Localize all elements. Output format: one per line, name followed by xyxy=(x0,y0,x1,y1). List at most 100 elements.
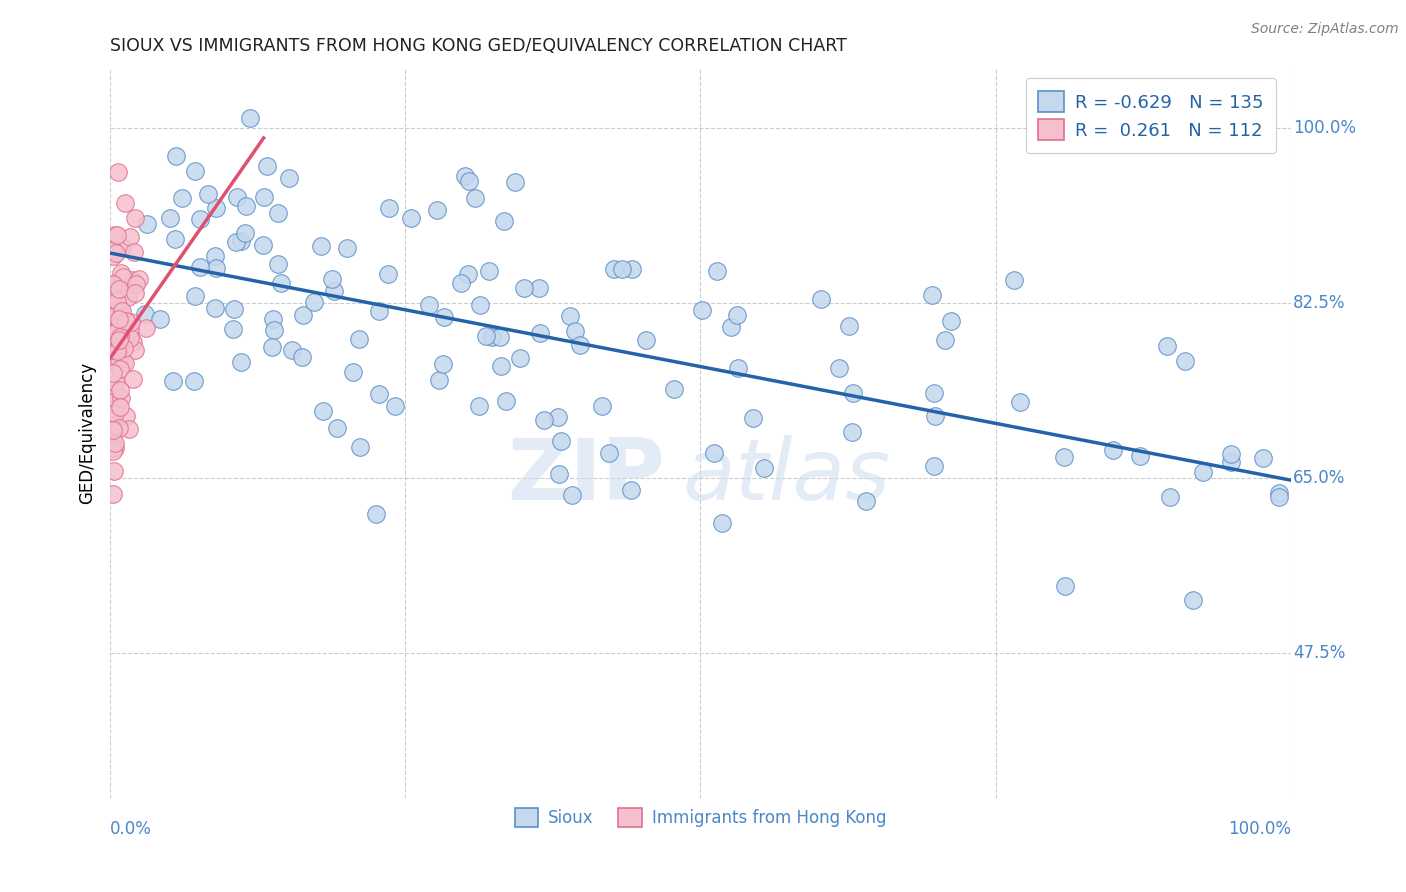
Point xyxy=(108,299,131,313)
Point xyxy=(122,334,145,349)
Point xyxy=(108,351,131,366)
Point xyxy=(267,206,290,220)
Point xyxy=(104,376,127,390)
Point xyxy=(104,385,127,400)
Point xyxy=(634,333,657,347)
Point xyxy=(108,339,131,353)
Point xyxy=(934,333,956,347)
Legend: Sioux, Immigrants from Hong Kong: Sioux, Immigrants from Hong Kong xyxy=(508,801,893,834)
Point xyxy=(225,235,247,249)
Point xyxy=(475,329,498,343)
Point xyxy=(427,373,450,387)
Point xyxy=(690,302,713,317)
Point xyxy=(108,362,131,376)
Point xyxy=(105,293,128,308)
Point xyxy=(547,410,569,425)
Point xyxy=(323,284,346,298)
Point xyxy=(603,262,626,277)
Point xyxy=(105,325,128,339)
Point xyxy=(118,322,141,336)
Point xyxy=(128,272,150,286)
Point xyxy=(1219,447,1241,461)
Point xyxy=(101,343,124,358)
Point xyxy=(564,324,586,338)
Point xyxy=(302,295,325,310)
Point xyxy=(105,227,128,242)
Point xyxy=(457,174,479,188)
Point xyxy=(620,262,643,277)
Point xyxy=(561,488,583,502)
Point xyxy=(558,310,581,324)
Point xyxy=(197,186,219,201)
Point xyxy=(104,436,127,450)
Point xyxy=(101,287,124,301)
Point xyxy=(222,321,245,335)
Point xyxy=(101,306,124,320)
Point xyxy=(1181,593,1204,607)
Point xyxy=(1159,491,1181,505)
Text: 0.0%: 0.0% xyxy=(110,820,152,838)
Point xyxy=(550,434,572,449)
Point xyxy=(309,238,332,252)
Point xyxy=(280,343,302,358)
Point xyxy=(103,343,125,358)
Point xyxy=(939,314,962,328)
Point xyxy=(828,361,851,376)
Point xyxy=(922,386,945,401)
Point xyxy=(513,281,536,295)
Point xyxy=(159,211,181,226)
Point xyxy=(107,346,129,360)
Point xyxy=(108,333,131,347)
Point xyxy=(172,191,194,205)
Point xyxy=(598,445,620,459)
Point xyxy=(111,304,134,318)
Point xyxy=(509,351,531,366)
Point xyxy=(101,347,124,361)
Text: SIOUX VS IMMIGRANTS FROM HONG KONG GED/EQUIVALENCY CORRELATION CHART: SIOUX VS IMMIGRANTS FROM HONG KONG GED/E… xyxy=(110,37,846,55)
Point xyxy=(1008,394,1031,409)
Point xyxy=(101,487,124,501)
Point xyxy=(263,323,285,337)
Point xyxy=(921,288,943,302)
Point xyxy=(855,493,877,508)
Point xyxy=(1268,485,1291,500)
Point xyxy=(165,149,187,163)
Point xyxy=(364,508,387,522)
Point xyxy=(136,217,159,231)
Point xyxy=(711,516,734,530)
Point xyxy=(110,312,132,326)
Point xyxy=(104,227,127,242)
Point xyxy=(101,355,124,369)
Text: 82.5%: 82.5% xyxy=(1294,294,1346,312)
Point xyxy=(104,325,127,339)
Point xyxy=(111,240,134,254)
Point xyxy=(222,301,245,316)
Point xyxy=(122,372,145,386)
Point xyxy=(101,346,124,360)
Point xyxy=(312,404,335,418)
Point xyxy=(101,341,124,355)
Point xyxy=(108,330,131,344)
Point xyxy=(101,394,124,409)
Point xyxy=(101,292,124,306)
Point xyxy=(252,189,274,203)
Point xyxy=(105,330,128,344)
Point xyxy=(104,386,127,401)
Point xyxy=(662,382,685,396)
Point xyxy=(450,276,472,290)
Point xyxy=(104,246,127,260)
Point xyxy=(468,298,491,312)
Point xyxy=(114,314,136,328)
Point xyxy=(110,310,132,324)
Point xyxy=(165,232,187,246)
Point xyxy=(124,211,146,225)
Point xyxy=(121,277,143,291)
Point xyxy=(105,344,128,359)
Point xyxy=(104,356,127,370)
Point xyxy=(107,165,129,179)
Point xyxy=(120,229,142,244)
Point xyxy=(568,338,591,352)
Point xyxy=(347,332,370,346)
Point xyxy=(491,359,513,373)
Point xyxy=(111,279,134,293)
